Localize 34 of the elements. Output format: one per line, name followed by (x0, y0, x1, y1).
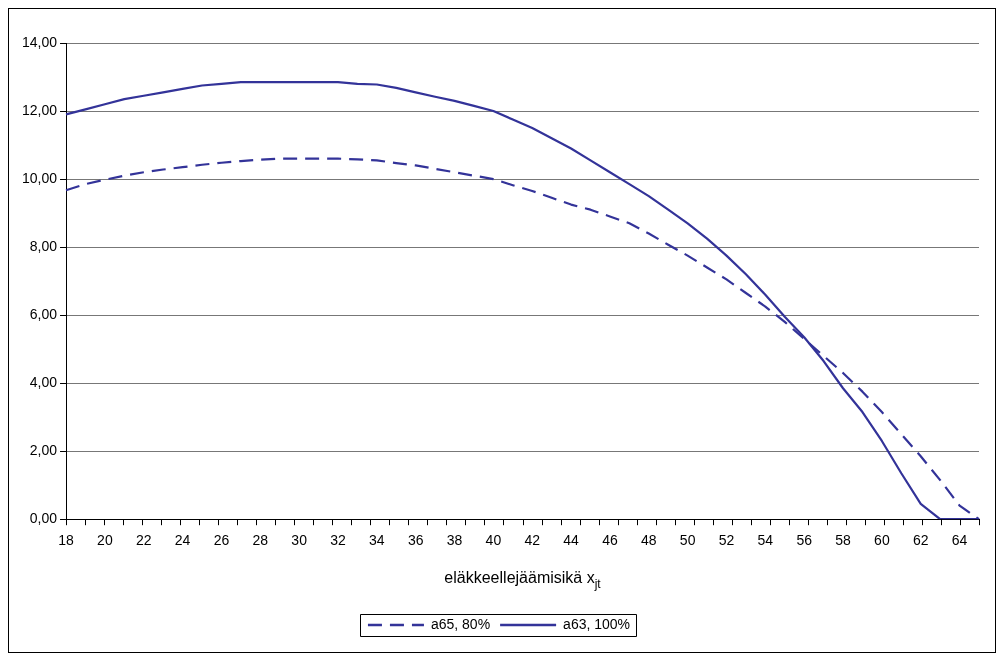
x-tick-label: 52 (718, 532, 735, 549)
x-tick-label: 58 (835, 532, 852, 549)
x-tick-label: 20 (97, 532, 113, 549)
y-tick-label: 8,00 (29, 237, 58, 254)
y-tick-label: 4,00 (29, 374, 58, 390)
x-tick-label: 54 (757, 532, 774, 549)
x-tick-label: 60 (874, 532, 890, 549)
x-tick-label: 22 (135, 532, 152, 549)
x-tick-label: 26 (213, 532, 230, 549)
y-tick-label: 12,00 (21, 101, 58, 118)
x-tick-label: 62 (912, 532, 929, 549)
x-tick-label: 44 (563, 532, 580, 549)
x-tick-label: 42 (524, 532, 541, 549)
y-tick-label: 14,00 (21, 33, 58, 50)
x-tick-label: 28 (252, 532, 269, 549)
x-tick-label: 56 (796, 532, 813, 549)
x-tick-label: 34 (369, 532, 385, 549)
x-tick-label: 36 (407, 532, 424, 549)
y-tick-label: 2,00 (29, 442, 58, 459)
x-tick-label: 24 (174, 532, 191, 549)
x-tick-label: 18 (58, 532, 75, 549)
x-tick-label: 38 (446, 532, 463, 549)
x-tick-label: 46 (602, 532, 618, 549)
x-tick-label: 50 (679, 532, 696, 549)
x-tick-label: 32 (330, 532, 346, 549)
legend-label: a63, 100% (563, 615, 631, 632)
legend-label: a65, 80% (430, 615, 491, 632)
x-tick-label: 48 (640, 532, 657, 549)
x-tick-label: 30 (291, 532, 308, 549)
y-tick-label: 0,00 (29, 510, 58, 527)
y-tick-label: 10,00 (21, 169, 58, 186)
y-tick-label: 6,00 (29, 305, 58, 322)
x-tick-label: 40 (485, 532, 502, 549)
x-tick-label: 64 (951, 532, 968, 549)
